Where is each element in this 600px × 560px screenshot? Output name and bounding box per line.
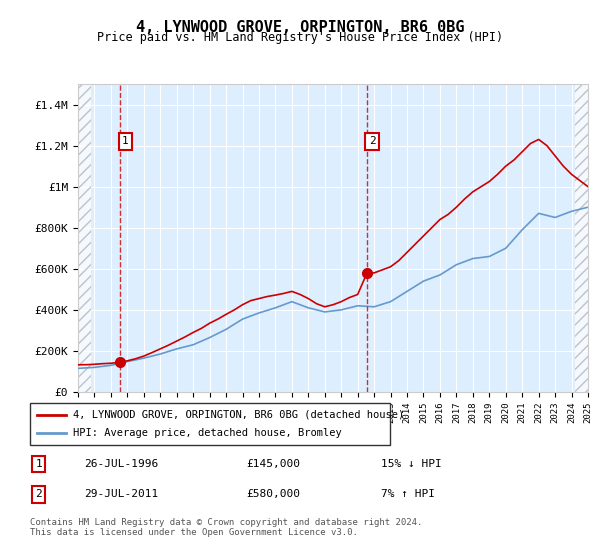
Text: Contains HM Land Registry data © Crown copyright and database right 2024.
This d: Contains HM Land Registry data © Crown c… (30, 518, 422, 538)
Text: 29-JUL-2011: 29-JUL-2011 (84, 489, 158, 500)
Bar (575, 84, 588, 392)
Bar (78, 84, 91, 392)
Text: 26-JUL-1996: 26-JUL-1996 (84, 459, 158, 469)
Text: 1: 1 (122, 137, 128, 147)
Text: 2: 2 (35, 489, 42, 500)
Text: 2: 2 (368, 137, 376, 147)
Text: 1: 1 (35, 459, 42, 469)
Text: 15% ↓ HPI: 15% ↓ HPI (381, 459, 442, 469)
Text: £580,000: £580,000 (246, 489, 300, 500)
Text: Price paid vs. HM Land Registry's House Price Index (HPI): Price paid vs. HM Land Registry's House … (97, 31, 503, 44)
Text: 7% ↑ HPI: 7% ↑ HPI (381, 489, 435, 500)
FancyBboxPatch shape (30, 403, 390, 445)
Text: HPI: Average price, detached house, Bromley: HPI: Average price, detached house, Brom… (73, 428, 342, 438)
Text: 4, LYNWOOD GROVE, ORPINGTON, BR6 0BG: 4, LYNWOOD GROVE, ORPINGTON, BR6 0BG (136, 20, 464, 35)
Text: 4, LYNWOOD GROVE, ORPINGTON, BR6 0BG (detached house): 4, LYNWOOD GROVE, ORPINGTON, BR6 0BG (de… (73, 410, 404, 420)
Text: £145,000: £145,000 (246, 459, 300, 469)
